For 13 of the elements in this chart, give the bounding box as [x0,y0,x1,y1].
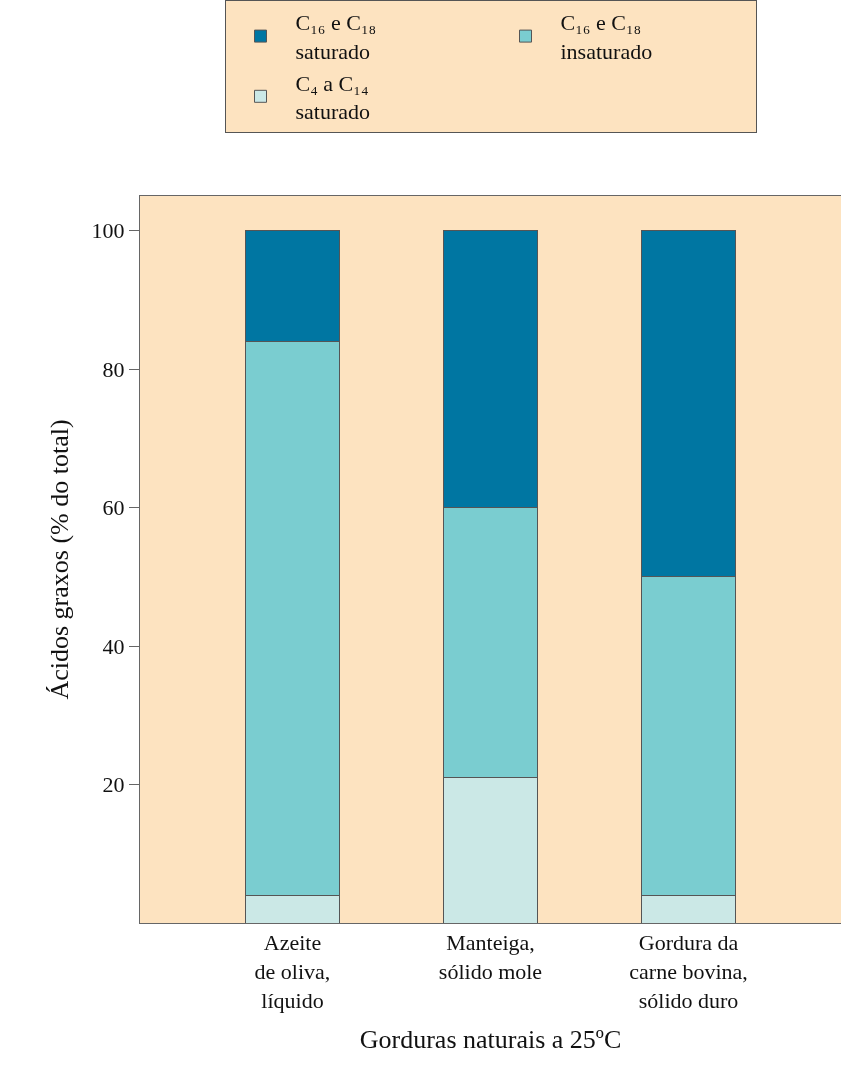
legend-label: C₁₆ e C₁₈ saturado [295,10,377,64]
y-tick-label: 60 [102,495,125,521]
x-axis-title: Gorduras naturais a 25ºC [359,1025,622,1055]
y-tick-label: 80 [102,356,125,382]
x-tick-label: Azeite de oliva, líquido [254,930,331,1013]
y-tick-label: 40 [102,633,125,659]
y-tick-label: 20 [102,772,125,798]
x-tick-label: Gordura da carne bovina, sólido duro [629,930,748,1013]
legend-label: C₄ a C₁₄ saturado [295,70,371,125]
y-axis-title: Ácidos graxos (% do total) [45,419,74,700]
y-tick-label: 100 [91,218,125,244]
x-tick-label: Manteiga, sólido mole [438,930,543,984]
legend-label: C₁₆ e C₁₈ insaturado [560,10,653,64]
